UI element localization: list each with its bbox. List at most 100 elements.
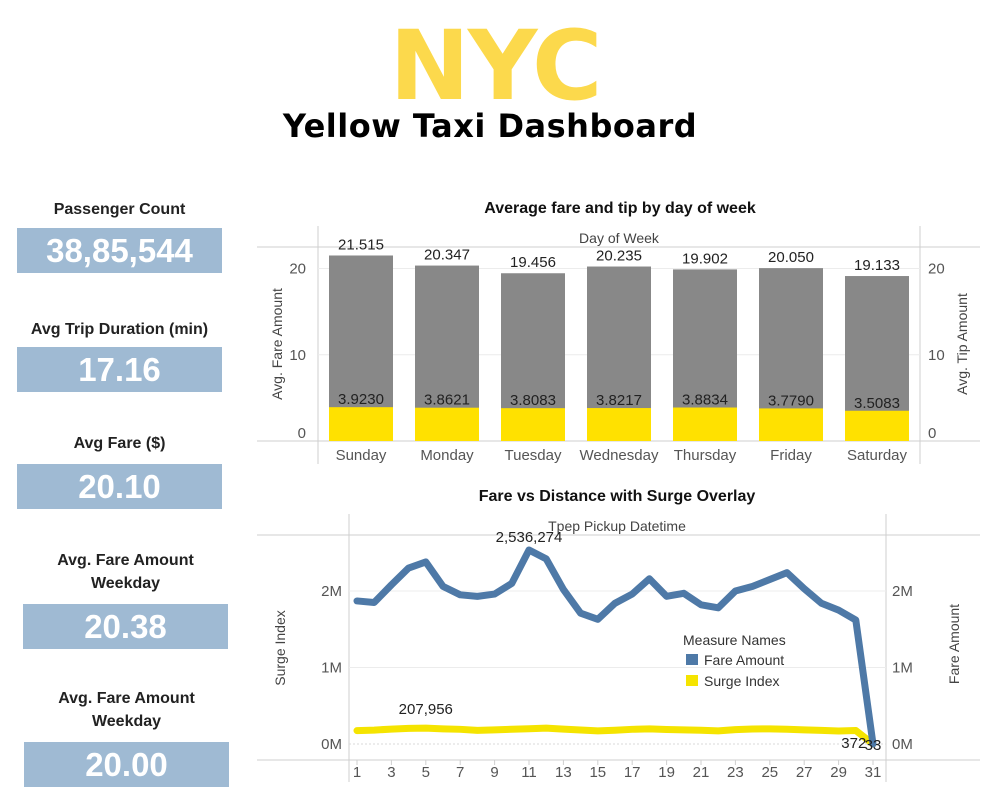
x-tick-label: Monday xyxy=(420,447,474,464)
x-tick-label: 21 xyxy=(693,764,710,781)
y2-tick-label: 0 xyxy=(928,425,936,442)
kpi-value: 20.00 xyxy=(24,742,229,787)
tip-bar[interactable] xyxy=(329,407,393,441)
fare-data-label: 20.347 xyxy=(424,247,470,264)
tip-data-label: 3.8217 xyxy=(596,392,642,409)
y2-tick-label: 2M xyxy=(892,583,913,600)
kpi-avg-trip-duration: Avg Trip Duration (min) 17.16 xyxy=(17,318,222,392)
kpi-value: 38,85,544 xyxy=(17,228,222,273)
x-tick-label: 9 xyxy=(490,764,498,781)
y-tick-label: 0M xyxy=(321,736,342,753)
line-chart-marks: 2,536,274 33 207,956 372 xyxy=(353,529,882,754)
x-tick-label: 19 xyxy=(658,764,675,781)
y-tick-label: 20 xyxy=(289,261,306,278)
x-tick-label: Wednesday xyxy=(580,447,659,464)
kpi-label: Passenger Count xyxy=(53,201,186,218)
y-tick-label: 0 xyxy=(298,425,306,442)
fare-data-label: 21.515 xyxy=(338,236,384,253)
y2-tick-label: 10 xyxy=(928,347,945,364)
tip-bar[interactable] xyxy=(501,408,565,441)
x-tick-label: 15 xyxy=(589,764,606,781)
kpi-avg-fare-weekday-1: Avg. Fare Amount Weekday 20.38 xyxy=(23,549,228,649)
kpi-label: Avg. Fare Amount Weekday xyxy=(57,552,194,592)
fare-data-label: 20.235 xyxy=(596,248,642,265)
x-tick-label: Tuesday xyxy=(505,447,562,464)
bar-chart-column-header: Day of Week xyxy=(579,230,660,246)
tip-bar[interactable] xyxy=(415,407,479,441)
bar-chart-yticks: 0 0 10 10 20 20 xyxy=(289,261,944,442)
x-tick-label: 1 xyxy=(353,764,361,781)
tip-data-label: 3.7790 xyxy=(768,392,814,409)
line-chart-ylabel: Surge Index xyxy=(272,610,288,686)
tip-data-label: 3.8083 xyxy=(510,392,556,409)
kpi-value: 20.38 xyxy=(23,604,228,649)
fare-tip-bar-chart: Average fare and tip by day of week Day … xyxy=(257,200,980,464)
tip-bar[interactable] xyxy=(673,407,737,441)
tip-data-label: 3.8834 xyxy=(682,392,728,409)
y2-tick-label: 1M xyxy=(892,660,913,677)
kpi-passenger-count: Passenger Count 38,85,544 xyxy=(17,198,222,273)
x-tick-label: 3 xyxy=(387,764,395,781)
legend-title: Measure Names xyxy=(683,632,786,648)
y2-tick-label: 0M xyxy=(892,736,913,753)
kpi-label: Avg. Fare Amount Weekday xyxy=(58,690,195,730)
legend-label-fare: Fare Amount xyxy=(704,652,784,668)
bar-chart-xticks: Sunday Monday Tuesday Wednesday Thursday Frid… xyxy=(336,447,908,464)
x-tick-label: Sunday xyxy=(336,447,387,464)
x-tick-label: 31 xyxy=(865,764,882,781)
x-tick-label: 29 xyxy=(830,764,847,781)
kpi-avg-fare-weekday-2: Avg. Fare Amount Weekday 20.00 xyxy=(24,687,229,787)
fare-data-label: 19.902 xyxy=(682,250,728,267)
line-annotation-label: 2,536,274 xyxy=(496,529,563,546)
legend-swatch-surge xyxy=(686,675,698,686)
x-tick-label: Saturday xyxy=(847,447,908,464)
line-annotation-label: 372 xyxy=(841,735,866,752)
kpi-label: Avg Fare ($) xyxy=(73,435,166,452)
tip-bar[interactable] xyxy=(845,410,909,441)
fare-surge-line-chart: Fare vs Distance with Surge Overlay Tpep… xyxy=(257,488,980,782)
surge-index-line[interactable] xyxy=(353,724,877,748)
bar-chart-title: Average fare and tip by day of week xyxy=(484,200,756,217)
legend-label-surge: Surge Index xyxy=(704,673,780,689)
logo-nyc-text: NYC xyxy=(389,10,603,122)
y2-tick-label: 20 xyxy=(928,261,945,278)
fare-data-label: 19.456 xyxy=(510,254,556,271)
x-tick-label: 5 xyxy=(422,764,430,781)
kpi-value: 20.10 xyxy=(17,464,222,509)
line-annotation-label: 33 xyxy=(865,737,882,754)
y-tick-label: 2M xyxy=(321,583,342,600)
dashboard-header: NYC Yellow Taxi Dashboard xyxy=(0,0,1000,150)
line-annotation-label: 207,956 xyxy=(399,701,453,718)
bar-chart-marks: 21.515 3.9230 20.347 3.8621 19.456 3.8083 20.2… xyxy=(329,236,909,441)
tip-data-label: 3.9230 xyxy=(338,391,384,408)
tip-bar[interactable] xyxy=(759,408,823,441)
y-tick-label: 1M xyxy=(321,660,342,677)
logo-subtitle: Yellow Taxi Dashboard xyxy=(282,107,698,145)
legend-swatch-fare xyxy=(686,654,698,665)
line-chart-gridlines xyxy=(349,590,886,745)
x-tick-label: 13 xyxy=(555,764,572,781)
line-chart-y2label: Fare Amount xyxy=(946,604,962,684)
line-chart-column-header: Tpep Pickup Datetime xyxy=(548,518,686,534)
line-chart-yticks: 0M 0M 1M 1M 2M 2M xyxy=(321,583,913,753)
x-tick-label: 11 xyxy=(521,764,537,781)
line-chart-legend: Measure Names Fare Amount Surge Index xyxy=(683,632,786,689)
x-tick-label: 27 xyxy=(796,764,813,781)
x-tick-label: Friday xyxy=(770,447,812,464)
kpi-label: Avg Trip Duration (min) xyxy=(30,321,209,338)
x-tick-label: 23 xyxy=(727,764,744,781)
fare-data-label: 19.133 xyxy=(854,257,900,274)
x-tick-label: Thursday xyxy=(674,447,737,464)
tip-bar[interactable] xyxy=(587,408,651,441)
bar-chart-ylabel: Avg. Fare Amount xyxy=(269,288,285,400)
x-tick-label: 17 xyxy=(624,764,641,781)
kpi-avg-fare: Avg Fare ($) 20.10 xyxy=(17,432,222,509)
x-tick-label: 25 xyxy=(761,764,778,781)
kpi-value: 17.16 xyxy=(17,347,222,392)
fare-amount-line[interactable] xyxy=(353,546,877,748)
line-chart-xticks: 1 3 5 7 9 11 13 15 17 19 21 23 25 27 29 31 xyxy=(353,760,882,781)
y-tick-label: 10 xyxy=(289,347,306,364)
line-chart-title: Fare vs Distance with Surge Overlay xyxy=(479,488,756,505)
fare-data-label: 20.050 xyxy=(768,249,814,266)
tip-data-label: 3.5083 xyxy=(854,395,900,412)
